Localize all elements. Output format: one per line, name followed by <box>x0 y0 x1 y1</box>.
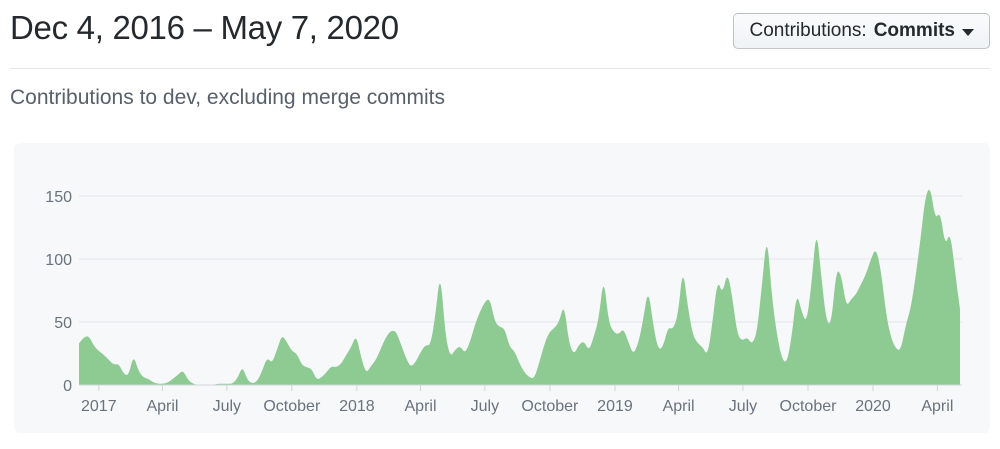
y-axis-label-150: 150 <box>45 189 72 206</box>
chart-panel: 0 50 100 150 2017 April July October 2018 April Ju… <box>14 143 990 433</box>
x-axis-label-11: October <box>780 398 838 415</box>
y-axis-label-0: 0 <box>63 378 72 395</box>
page-title: Dec 4, 2016 – May 7, 2020 <box>10 9 399 46</box>
x-axis-label-13: April <box>921 398 953 415</box>
x-axis-label-7: October <box>521 398 579 415</box>
x-axis-label-3: October <box>263 398 321 415</box>
filter-selected-value: Commits <box>873 20 955 41</box>
x-axis-label-10: July <box>729 398 757 415</box>
header-divider <box>10 68 990 69</box>
dropdown-caret-icon <box>962 28 974 36</box>
x-axis-label-5: April <box>405 398 437 415</box>
contributions-filter-button[interactable]: Contributions: Commits <box>733 13 990 49</box>
filter-label: Contributions: <box>749 20 867 41</box>
x-axis-label-1: April <box>146 398 178 415</box>
contributions-area-chart: 0 50 100 150 2017 April July October 2018 April Ju… <box>45 189 962 415</box>
x-axis-label-6: July <box>471 398 499 415</box>
y-axis-label-100: 100 <box>45 252 72 269</box>
x-axis-label-4: 2018 <box>339 398 375 415</box>
x-axis-label-12: 2020 <box>855 398 891 415</box>
x-axis-label-9: April <box>663 398 695 415</box>
chart-subtitle: Contributions to dev, excluding merge co… <box>10 86 445 109</box>
x-axis-label-0: 2017 <box>81 398 117 415</box>
y-axis-label-50: 50 <box>54 315 72 332</box>
x-axis-label-2: July <box>213 398 241 415</box>
commits-area-series <box>79 189 960 385</box>
x-axis-label-8: 2019 <box>597 398 633 415</box>
